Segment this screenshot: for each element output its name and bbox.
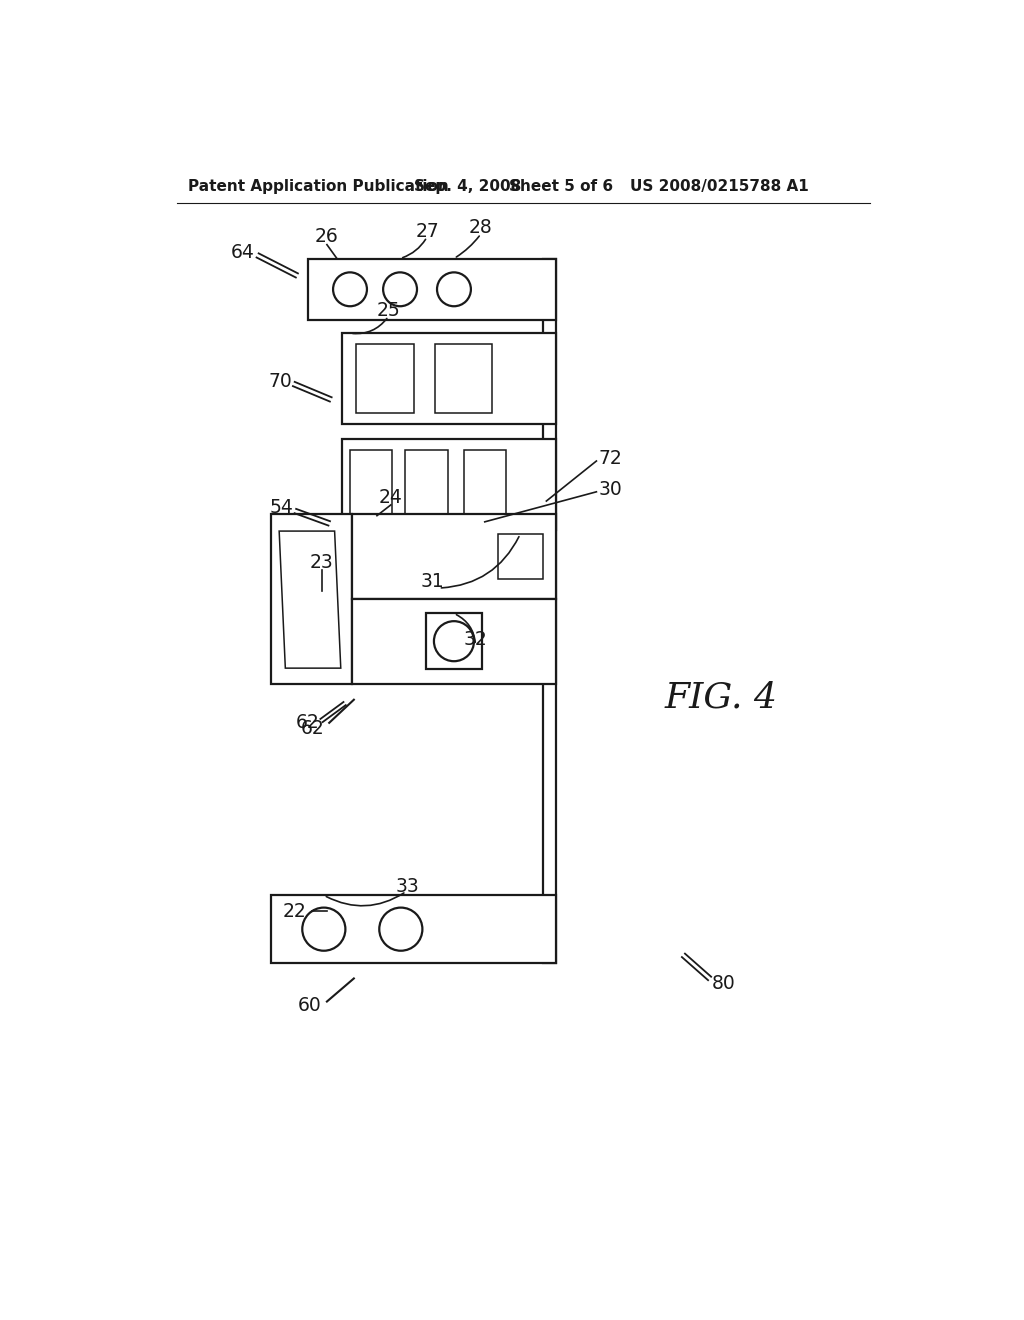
Text: 31: 31 <box>421 573 444 591</box>
Text: FIG. 4: FIG. 4 <box>665 680 778 714</box>
Text: 54: 54 <box>269 499 294 517</box>
Bar <box>464 450 506 517</box>
Bar <box>342 438 556 529</box>
Bar <box>271 515 352 684</box>
Text: 70: 70 <box>269 372 293 391</box>
Text: 27: 27 <box>415 222 439 242</box>
Circle shape <box>302 908 345 950</box>
Text: 33: 33 <box>396 876 420 895</box>
Text: Sep. 4, 2008: Sep. 4, 2008 <box>414 180 521 194</box>
Bar <box>498 535 543 579</box>
Text: 62: 62 <box>301 718 325 738</box>
Bar <box>406 450 447 517</box>
Text: 64: 64 <box>230 243 254 261</box>
Text: 26: 26 <box>315 227 339 247</box>
Bar <box>435 345 493 413</box>
Text: 60: 60 <box>298 995 322 1015</box>
Circle shape <box>333 272 367 306</box>
Text: 80: 80 <box>712 974 735 994</box>
Circle shape <box>379 908 422 950</box>
Text: Sheet 5 of 6: Sheet 5 of 6 <box>509 180 613 194</box>
Bar <box>356 345 414 413</box>
Text: 62: 62 <box>296 713 319 733</box>
Text: 25: 25 <box>377 301 400 321</box>
Bar <box>352 515 556 599</box>
Text: 28: 28 <box>469 218 493 238</box>
Text: 32: 32 <box>464 630 487 649</box>
Bar <box>307 259 556 321</box>
Polygon shape <box>280 531 341 668</box>
Text: 72: 72 <box>599 449 623 469</box>
Bar <box>271 895 556 964</box>
Text: 30: 30 <box>599 480 623 499</box>
Text: 23: 23 <box>309 553 334 572</box>
Text: Patent Application Publication: Patent Application Publication <box>188 180 450 194</box>
Bar <box>342 333 556 424</box>
Circle shape <box>383 272 417 306</box>
Text: 24: 24 <box>379 487 402 507</box>
Circle shape <box>434 622 474 661</box>
Bar <box>350 450 392 517</box>
Text: 22: 22 <box>283 902 306 921</box>
Circle shape <box>437 272 471 306</box>
Text: US 2008/0215788 A1: US 2008/0215788 A1 <box>630 180 808 194</box>
Bar <box>352 599 556 684</box>
Bar <box>426 614 481 669</box>
Bar <box>543 259 556 964</box>
